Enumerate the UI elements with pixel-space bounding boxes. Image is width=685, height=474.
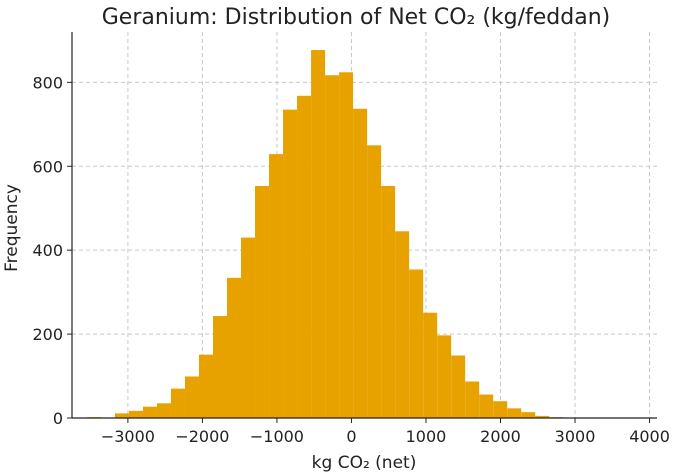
x-tick-label: 3000 xyxy=(555,427,596,446)
histogram-bar xyxy=(241,237,256,418)
y-tick-label: 400 xyxy=(32,241,63,260)
x-tick-label: −2000 xyxy=(175,427,229,446)
histogram-bar xyxy=(311,50,326,418)
histogram-bars xyxy=(86,50,648,419)
y-axis-ticks: 0 200 400 600 800 xyxy=(32,73,72,428)
chart-title: Geranium: Distribution of Net CO₂ (kg/fe… xyxy=(102,5,611,30)
histogram-bar xyxy=(395,231,410,418)
axes xyxy=(71,32,657,419)
histogram-bar xyxy=(507,408,522,418)
y-axis-label: Frequency xyxy=(2,184,22,272)
histogram-bar xyxy=(184,376,199,418)
x-tick-label: 4000 xyxy=(629,427,670,446)
histogram-bar xyxy=(479,394,494,418)
histogram-bar xyxy=(128,410,143,418)
histogram-bar xyxy=(381,185,396,418)
histogram-bar xyxy=(170,388,185,418)
x-axis-label: kg CO₂ (net) xyxy=(312,453,417,473)
x-tick-label: 0 xyxy=(346,427,356,446)
x-tick-label: −1000 xyxy=(250,427,304,446)
histogram-bar xyxy=(339,72,354,418)
histogram-bar xyxy=(465,381,480,418)
histogram-bar xyxy=(367,145,382,419)
histogram-bar xyxy=(227,277,242,418)
x-tick-label: 2000 xyxy=(480,427,521,446)
histogram-bar xyxy=(283,109,298,418)
histogram-bar xyxy=(521,412,536,418)
x-tick-label: 1000 xyxy=(406,427,447,446)
histogram-bar xyxy=(297,95,312,418)
y-tick-label: 600 xyxy=(32,157,63,176)
histogram-bar xyxy=(114,413,129,418)
histogram-bar xyxy=(325,75,340,419)
histogram-bar xyxy=(212,316,228,418)
histogram-bar xyxy=(269,154,284,418)
x-axis-ticks: −3000 −2000 −1000 0 1000 2000 3000 4000 xyxy=(101,418,670,446)
histogram-bar xyxy=(493,401,508,418)
histogram-bar xyxy=(255,185,270,418)
histogram-bar xyxy=(142,406,157,418)
histogram-bar xyxy=(437,335,452,418)
histogram-bar xyxy=(353,108,368,419)
histogram-bar xyxy=(423,312,438,418)
histogram-bar xyxy=(198,354,213,418)
y-tick-label: 0 xyxy=(53,409,63,428)
y-tick-label: 200 xyxy=(32,325,63,344)
x-tick-label: −3000 xyxy=(101,427,155,446)
histogram-bar xyxy=(156,403,171,418)
y-tick-label: 800 xyxy=(32,73,63,92)
histogram-bar xyxy=(451,355,466,418)
histogram-bar xyxy=(535,415,550,418)
histogram-bar xyxy=(409,269,424,418)
